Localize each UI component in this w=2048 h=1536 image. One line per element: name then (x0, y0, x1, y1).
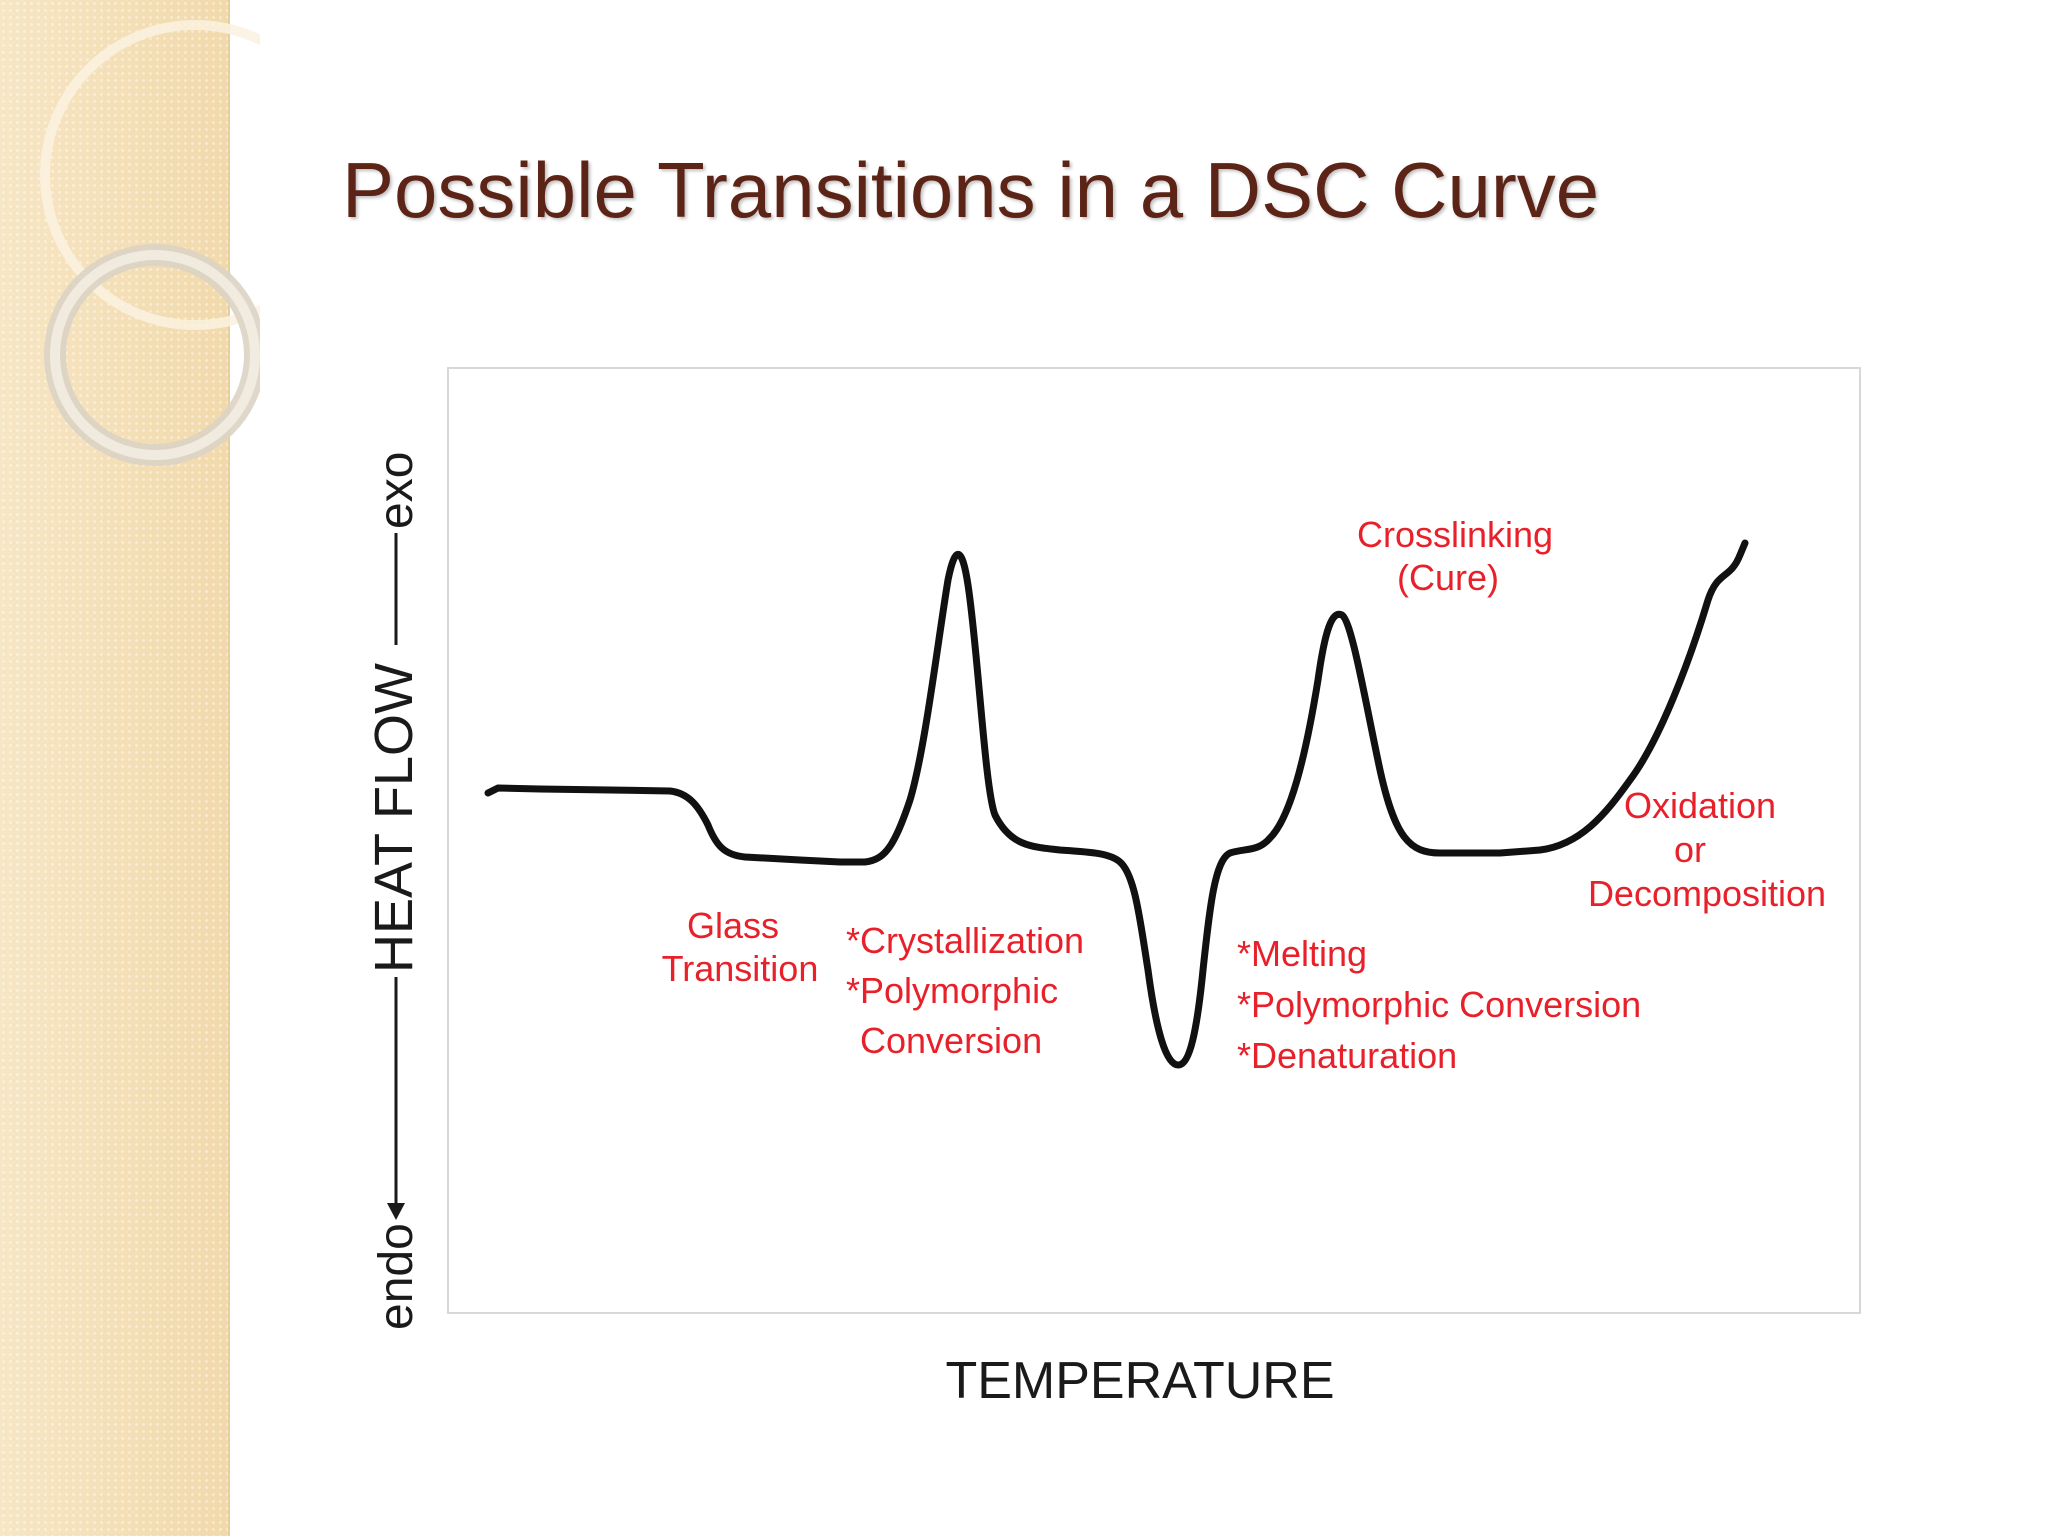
dsc-curve (484, 539, 1749, 1069)
plot-area (447, 367, 1861, 1314)
melting-line-2: *Polymorphic Conversion (1237, 984, 1641, 1025)
oxidation-line-1: Oxidation (1624, 785, 1776, 826)
y-axis: endo HEAT FLOW exo (364, 452, 424, 1330)
crosslinking-line-1: Crosslinking (1357, 514, 1553, 555)
y-axis-label: HEAT FLOW (364, 663, 424, 973)
x-axis-label: TEMPERATURE (945, 1352, 1334, 1410)
melting-line-3: *Denaturation (1237, 1035, 1457, 1076)
glass-transition-line-1: Glass (687, 905, 779, 946)
y-axis-endo-label: endo (370, 1223, 423, 1330)
slide-title: Possible Transitions in a DSC Curve (342, 146, 1600, 234)
annotation-crosslinking: Crosslinking (Cure) (1357, 514, 1553, 598)
oxidation-line-3: Decomposition (1588, 873, 1826, 914)
crystallization-line-1: *Crystallization (846, 920, 1084, 961)
annotation-glass-transition: Glass Transition (662, 905, 819, 989)
dsc-diagram: Glass Transition *Crystallization *Polym… (364, 367, 1861, 1410)
decorative-ring-large (40, 20, 260, 330)
annotation-oxidation: Oxidation or Decomposition (1588, 785, 1826, 914)
y-axis-arrow-head (387, 1203, 405, 1220)
oxidation-line-2: or (1674, 829, 1706, 870)
annotation-crystallization: *Crystallization *Polymorphic Conversion (846, 920, 1084, 1061)
annotation-melting: *Melting *Polymorphic Conversion *Denatu… (1237, 933, 1641, 1076)
glass-transition-line-2: Transition (662, 948, 819, 989)
decorative-rings (40, 20, 260, 466)
melting-line-1: *Melting (1237, 933, 1367, 974)
crystallization-line-2: *Polymorphic (846, 970, 1058, 1011)
crosslinking-line-2: (Cure) (1397, 557, 1499, 598)
decorative-ring-small-highlight (50, 250, 260, 460)
crystallization-line-3: Conversion (860, 1020, 1042, 1061)
y-axis-exo-label: exo (370, 452, 423, 529)
